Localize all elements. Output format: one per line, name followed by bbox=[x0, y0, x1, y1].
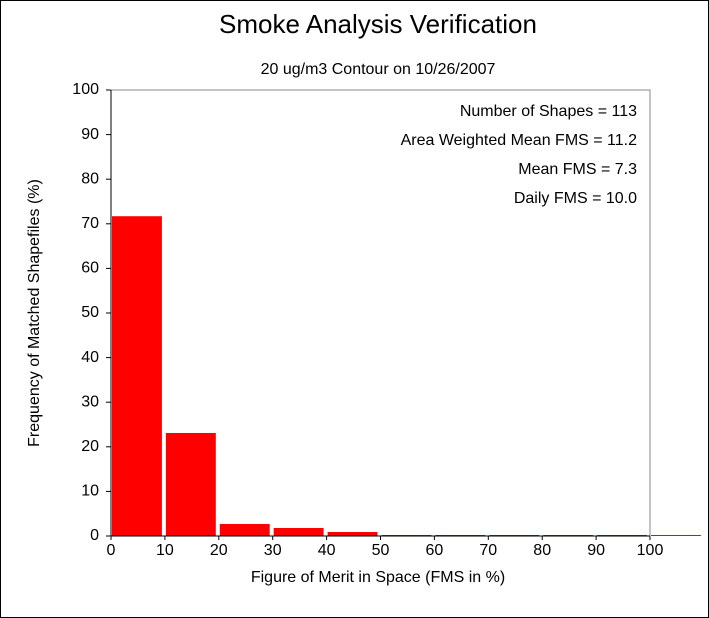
annotation: Area Weighted Mean FMS = 11.2 bbox=[401, 132, 638, 149]
x-tick-label: 100 bbox=[637, 542, 664, 559]
annotation: Number of Shapes = 113 bbox=[460, 103, 637, 120]
x-tick-label: 70 bbox=[479, 542, 497, 559]
x-tick-label: 10 bbox=[156, 542, 174, 559]
chart-title: Smoke Analysis Verification bbox=[219, 9, 537, 39]
y-tick-label: 100 bbox=[72, 81, 99, 98]
bar bbox=[219, 523, 270, 536]
bar bbox=[112, 216, 162, 536]
x-tick-label: 40 bbox=[318, 542, 336, 559]
y-tick-label: 80 bbox=[81, 170, 99, 187]
annotation: Daily FMS = 10.0 bbox=[514, 190, 637, 207]
x-tick-label: 90 bbox=[587, 542, 605, 559]
y-tick-label: 90 bbox=[81, 126, 99, 143]
y-tick-label: 30 bbox=[81, 393, 99, 410]
x-tick-label: 0 bbox=[107, 542, 116, 559]
bar bbox=[273, 527, 324, 536]
annotation: Mean FMS = 7.3 bbox=[518, 161, 637, 178]
y-tick-label: 10 bbox=[81, 483, 99, 500]
x-axis-label: Figure of Merit in Space (FMS in %) bbox=[251, 569, 505, 586]
x-tick-label: 60 bbox=[426, 542, 444, 559]
y-tick-label: 70 bbox=[81, 215, 99, 232]
y-tick-label: 0 bbox=[90, 527, 99, 544]
bar bbox=[651, 535, 701, 536]
x-tick-label: 30 bbox=[264, 542, 282, 559]
chart-subtitle: 20 ug/m3 Contour on 10/26/2007 bbox=[261, 61, 496, 78]
bar bbox=[327, 531, 378, 536]
y-axis-label: Frequency of Matched Shapefiles (%) bbox=[26, 179, 43, 447]
y-tick-label: 50 bbox=[81, 304, 99, 321]
y-tick-label: 20 bbox=[81, 438, 99, 455]
x-tick-label: 20 bbox=[210, 542, 228, 559]
y-tick-label: 40 bbox=[81, 349, 99, 366]
bar bbox=[165, 432, 216, 536]
y-tick-label: 60 bbox=[81, 260, 99, 277]
x-tick-label: 50 bbox=[372, 542, 390, 559]
x-tick-label: 80 bbox=[533, 542, 551, 559]
